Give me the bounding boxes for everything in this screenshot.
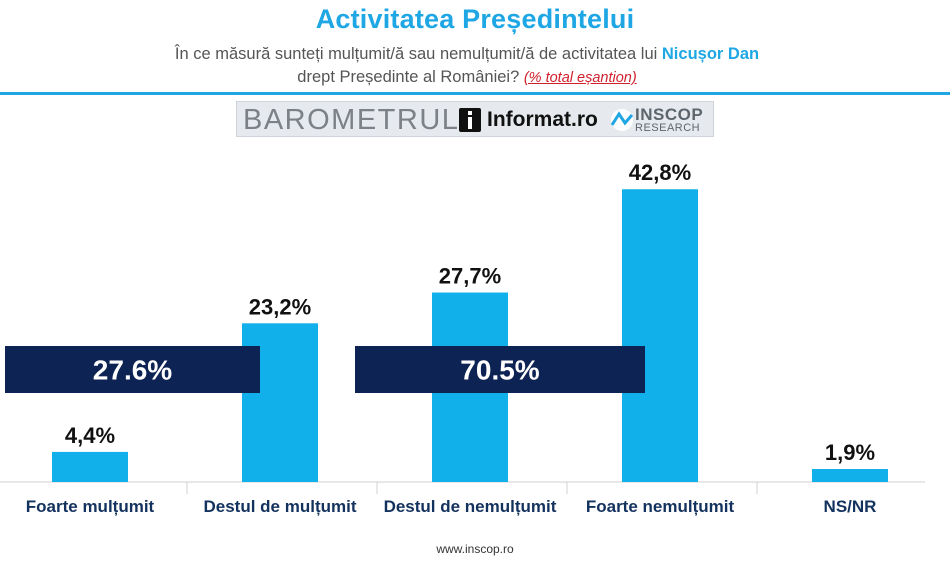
inscop-logo-text: INSCOP (635, 105, 704, 124)
bar-value-label: 4,4% (65, 423, 115, 448)
bar-4 (812, 469, 888, 482)
inscop-logo-icon (610, 109, 634, 131)
subtitle-question: În ce măsură sunteți mulțumit/ă sau nemu… (174, 45, 662, 63)
informat-logo-word: Informat (487, 108, 571, 131)
barometru-logo-text: BAROMETRUL (243, 104, 460, 136)
informat-logo-suffix: .ro (571, 108, 598, 131)
footer-url: www.inscop.ro (436, 542, 514, 556)
header-divider (0, 92, 950, 95)
x-tick-label: Foarte mulțumit (26, 497, 155, 516)
summary-label: 70.5% (460, 355, 539, 386)
research-logo-text: RESEARCH (635, 122, 701, 134)
x-tick-label: NS/NR (824, 497, 877, 516)
summary-label: 27.6% (93, 355, 172, 386)
barometer-logo-banner: BAROMETRUL Informat.ro INSCOP RESEARCH (236, 101, 714, 137)
summary-box-0 (5, 346, 260, 393)
bar-value-label: 1,9% (825, 440, 875, 465)
bar-value-label: 42,8% (629, 160, 691, 185)
bar-chart: 4,4% Foarte mulțumit 23,2% Destul de mulțum… (0, 160, 925, 516)
subtitle-name: Nicușor Dan (661, 45, 760, 63)
chart-title: Activitatea Președintelui (315, 4, 635, 34)
chart-subtitle: În ce măsură sunteți mulțumit/ă sau nemu… (0, 43, 934, 90)
informat-logo-text: Informat.ro (487, 108, 598, 132)
bar-3 (622, 189, 698, 483)
x-tick-label: Foarte nemulțumit (586, 497, 735, 516)
x-tick-label: Destul de nemulțumit (384, 497, 557, 516)
bar-value-label: 27,7% (439, 264, 501, 289)
subtitle-question-end: drept Președinte al României? (297, 68, 524, 86)
informat-logo-icon (459, 108, 481, 132)
subtitle-note: (% total eșantion) (523, 70, 637, 86)
bar-value-label: 23,2% (249, 294, 311, 319)
x-tick-label: Destul de mulțumit (203, 497, 356, 516)
summary-box-1 (355, 346, 645, 393)
bar-0 (52, 451, 128, 482)
